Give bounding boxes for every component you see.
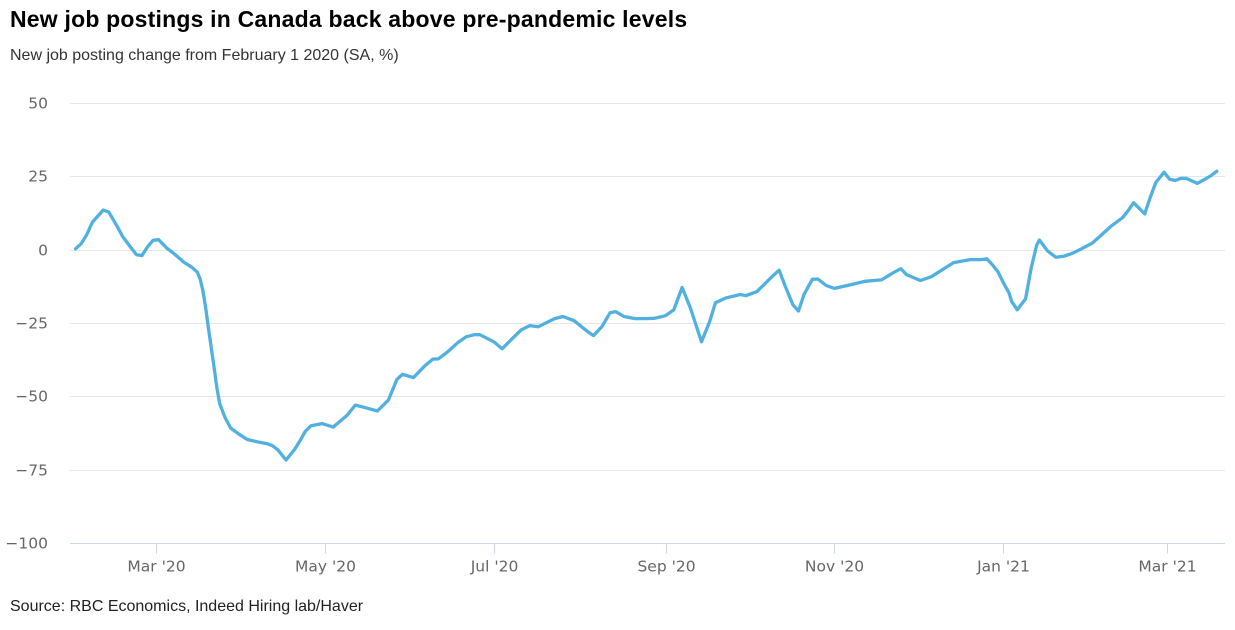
x-axis-tick-label: May '20 [295, 558, 356, 576]
chart-subtitle: New job posting change from February 1 2… [10, 47, 399, 64]
x-axis-tick-label: Mar '21 [1138, 558, 1196, 576]
chart-title: New job postings in Canada back above pr… [10, 6, 688, 32]
y-axis-tick-label: 25 [28, 168, 48, 186]
y-axis-tick-label: 50 [28, 95, 48, 113]
series-line [73, 169, 1219, 462]
y-axis-tick-label: 0 [38, 242, 48, 260]
x-axis-tick-label: Mar '20 [127, 558, 185, 576]
x-axis-tick-label: Sep '20 [637, 558, 695, 576]
x-axis-tick-label: Nov '20 [805, 558, 864, 576]
x-axis-tick-label: Jul '20 [470, 558, 519, 576]
y-axis-tick-label: −100 [5, 535, 48, 553]
y-axis-tick-label: −25 [15, 315, 48, 333]
y-axis-tick-label: −50 [15, 388, 48, 406]
x-axis-tick-label: Jan '21 [976, 558, 1030, 576]
y-axis-tick-label: −75 [15, 462, 48, 480]
source-note: Source: RBC Economics, Indeed Hiring lab… [10, 598, 364, 615]
line-chart: 50 25 0 −25 −50 −75 −100 Mar '20 May '20 Jul '20 S… [5, 95, 1225, 576]
